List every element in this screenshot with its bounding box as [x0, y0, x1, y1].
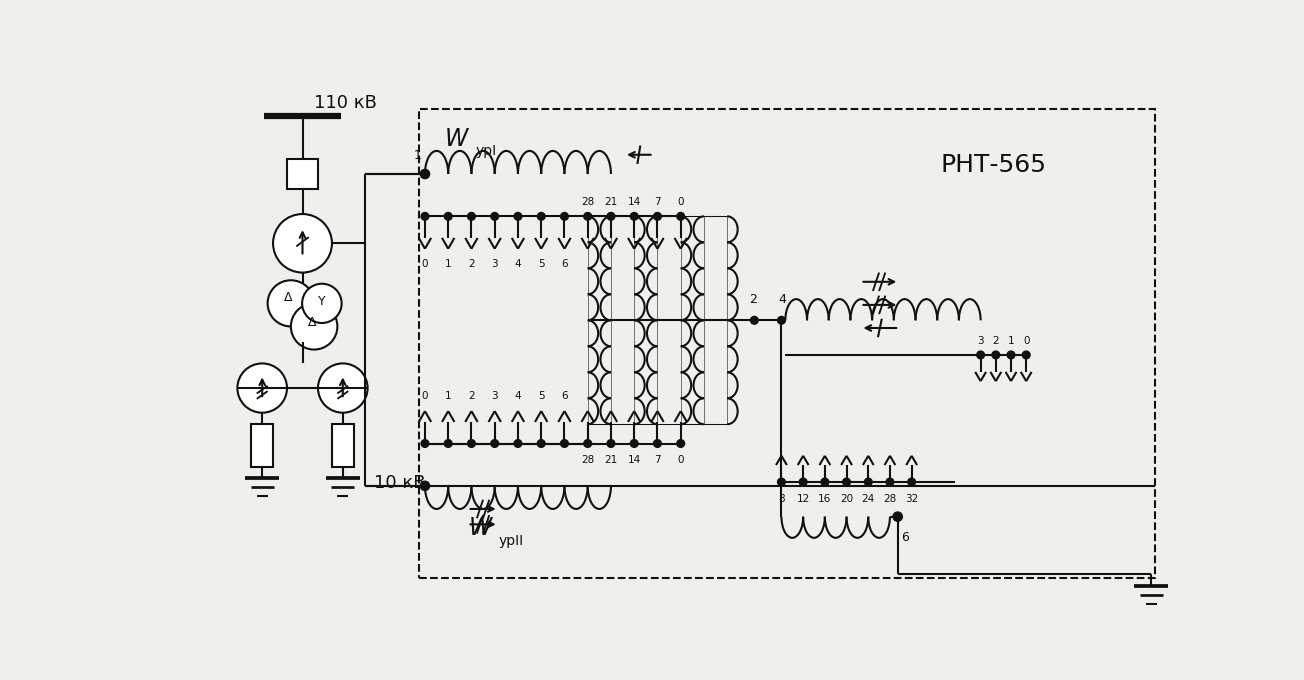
Circle shape	[421, 440, 429, 447]
Circle shape	[799, 478, 807, 486]
Circle shape	[977, 351, 985, 359]
Text: урII: урII	[498, 534, 524, 548]
Text: Y: Y	[318, 294, 326, 307]
Text: 7: 7	[655, 455, 661, 465]
Circle shape	[608, 440, 614, 447]
Circle shape	[1022, 351, 1030, 359]
Circle shape	[318, 363, 368, 413]
Bar	[419, 109, 1155, 578]
Text: 1: 1	[413, 150, 421, 163]
Text: 20: 20	[840, 494, 853, 504]
Circle shape	[677, 212, 685, 220]
Bar	[287, 158, 318, 190]
Circle shape	[822, 478, 829, 486]
Text: 21: 21	[604, 197, 618, 207]
Circle shape	[653, 440, 661, 447]
Text: 3: 3	[492, 258, 498, 269]
Text: 32: 32	[905, 494, 918, 504]
Circle shape	[584, 440, 592, 447]
Bar	[333, 424, 353, 466]
Text: $\mathit{W}$: $\mathit{W}$	[445, 127, 471, 152]
Circle shape	[992, 351, 1000, 359]
Circle shape	[537, 212, 545, 220]
Circle shape	[887, 478, 893, 486]
Text: 0: 0	[421, 391, 428, 401]
Text: 6: 6	[561, 391, 567, 401]
Circle shape	[608, 212, 614, 220]
Text: 1: 1	[445, 258, 451, 269]
Text: 12: 12	[797, 494, 810, 504]
Text: 6: 6	[901, 530, 909, 543]
Text: 21: 21	[604, 455, 618, 465]
Circle shape	[777, 316, 785, 324]
Text: 4: 4	[778, 294, 786, 307]
Circle shape	[445, 212, 452, 220]
Text: 2: 2	[992, 336, 999, 345]
Text: 16: 16	[818, 494, 832, 504]
Text: урI: урI	[476, 144, 497, 158]
Circle shape	[842, 478, 850, 486]
Circle shape	[777, 478, 785, 486]
Circle shape	[420, 481, 429, 490]
Circle shape	[630, 212, 638, 220]
Text: РНТ-565: РНТ-565	[940, 153, 1046, 177]
Text: 0: 0	[1022, 336, 1029, 345]
Circle shape	[893, 512, 902, 522]
Circle shape	[865, 478, 872, 486]
Circle shape	[653, 212, 661, 220]
Text: 1: 1	[445, 391, 451, 401]
Circle shape	[273, 214, 333, 273]
Text: 3: 3	[492, 391, 498, 401]
Bar	[252, 424, 273, 466]
Text: 0: 0	[421, 258, 428, 269]
Circle shape	[1007, 351, 1015, 359]
Circle shape	[561, 212, 569, 220]
Circle shape	[420, 169, 429, 179]
Text: 8: 8	[778, 494, 785, 504]
Circle shape	[537, 440, 545, 447]
Circle shape	[750, 316, 758, 324]
Text: 2: 2	[468, 258, 475, 269]
Text: 6: 6	[561, 258, 567, 269]
Text: 4: 4	[515, 258, 522, 269]
Text: 14: 14	[627, 197, 640, 207]
Circle shape	[303, 284, 342, 323]
Circle shape	[490, 212, 498, 220]
Text: 28: 28	[582, 197, 595, 207]
Circle shape	[468, 212, 476, 220]
Text: 28: 28	[883, 494, 897, 504]
Text: 4: 4	[515, 391, 522, 401]
Text: 0: 0	[678, 197, 685, 207]
Text: 2: 2	[468, 391, 475, 401]
Text: 28: 28	[582, 455, 595, 465]
Text: 1: 1	[1008, 336, 1015, 345]
Text: 14: 14	[627, 455, 640, 465]
Text: 3: 3	[977, 336, 985, 345]
Circle shape	[584, 212, 592, 220]
Circle shape	[514, 212, 522, 220]
Circle shape	[630, 440, 638, 447]
Text: 7: 7	[655, 197, 661, 207]
Circle shape	[468, 440, 476, 447]
Circle shape	[677, 440, 685, 447]
Text: 5: 5	[537, 258, 545, 269]
Text: 0: 0	[678, 455, 685, 465]
Circle shape	[291, 303, 338, 350]
Circle shape	[561, 440, 569, 447]
Text: Δ: Δ	[284, 292, 293, 305]
Circle shape	[445, 440, 452, 447]
Circle shape	[421, 212, 429, 220]
Circle shape	[267, 280, 314, 326]
Text: 2: 2	[750, 294, 758, 307]
Text: 110 кВ: 110 кВ	[314, 95, 377, 112]
Text: 24: 24	[862, 494, 875, 504]
Text: 10 кВ: 10 кВ	[374, 475, 425, 492]
Circle shape	[237, 363, 287, 413]
Text: $\mathit{W}$: $\mathit{W}$	[468, 516, 494, 540]
Text: Δ: Δ	[308, 316, 316, 329]
Circle shape	[514, 440, 522, 447]
Text: 5: 5	[537, 391, 545, 401]
Circle shape	[908, 478, 915, 486]
Circle shape	[490, 440, 498, 447]
